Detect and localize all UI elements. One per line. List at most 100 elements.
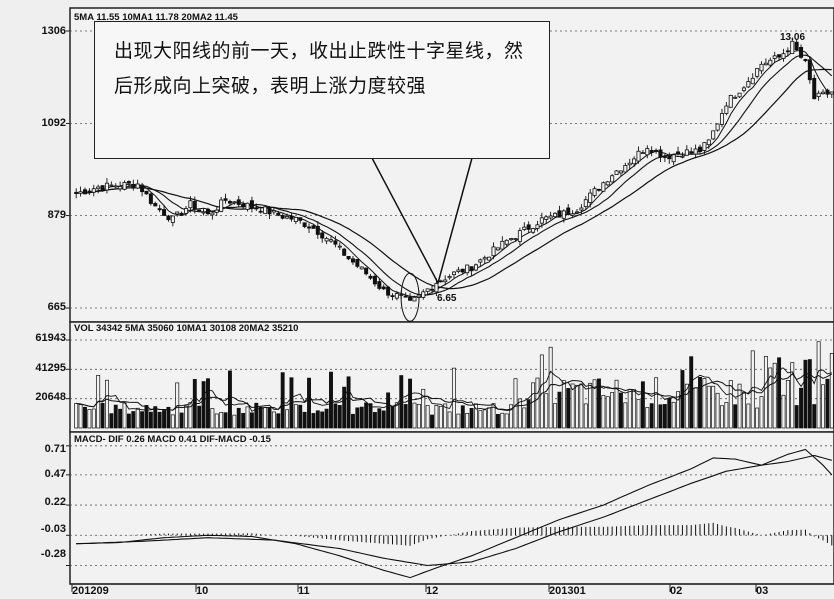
volume-bar (351, 414, 354, 428)
candle-body (303, 223, 306, 227)
candle-body (263, 207, 266, 213)
volume-bar (101, 403, 104, 428)
candle-body (606, 182, 609, 185)
candle-body (826, 90, 829, 94)
volume-bar (123, 403, 126, 428)
candle-body (154, 203, 157, 206)
volume-bar (742, 392, 745, 428)
volume-bar (786, 380, 789, 428)
volume-bar (413, 403, 416, 428)
volume-bar (294, 405, 297, 428)
volume-bar (448, 412, 451, 428)
volume-bar (272, 412, 275, 428)
volume-bar (237, 408, 240, 428)
candle-body (452, 272, 455, 275)
candle-body (325, 238, 328, 241)
candle-body (220, 200, 223, 211)
volume-bar (821, 385, 824, 428)
volume-bar (795, 405, 798, 428)
volume-bar (334, 404, 337, 428)
candle-body (479, 260, 482, 262)
volume-bar (799, 388, 802, 428)
candle-body (338, 246, 341, 247)
volume-bar (149, 412, 152, 428)
volume-bar (619, 393, 622, 428)
volume-bar (584, 404, 587, 428)
candle-body (751, 78, 754, 83)
candle-body (672, 155, 675, 162)
volume-bar (321, 412, 324, 428)
volume-bar (562, 381, 565, 428)
volume-bar (114, 405, 117, 428)
price-tick-label: 879 (2, 209, 66, 221)
volume-bar (184, 406, 187, 428)
volume-bar (220, 412, 223, 428)
volume-tick-label: 41295 (2, 362, 66, 374)
volume-bar (483, 410, 486, 428)
volume-bar (773, 363, 776, 428)
candle-body (690, 152, 693, 153)
candle-body (817, 93, 820, 96)
volume-bar (720, 406, 723, 428)
volume-bar (681, 370, 684, 428)
x-tick-label: 11 (298, 585, 310, 597)
x-tick-label: 02 (670, 585, 682, 597)
volume-bar (457, 414, 460, 428)
volume-bar (817, 342, 820, 428)
candle-body (145, 191, 148, 194)
volume-bar (277, 414, 280, 428)
volume-bar (760, 397, 763, 428)
candle-body (246, 203, 249, 209)
candle-body (764, 63, 767, 65)
x-tick-label: 03 (756, 585, 768, 597)
candle-body (580, 208, 583, 210)
volume-bar (356, 408, 359, 428)
candle-body (97, 187, 100, 189)
volume-bar (707, 386, 710, 428)
x-tick-label: 201301 (549, 585, 586, 597)
candle-body (505, 240, 508, 244)
volume-bar (417, 404, 420, 428)
candle-body (382, 287, 385, 289)
candle-body (237, 200, 240, 205)
volume-bar (426, 406, 429, 428)
candle-body (545, 217, 548, 220)
volume-bar (233, 415, 236, 428)
candle-body (162, 209, 165, 215)
volume-bar (347, 377, 350, 428)
candle-body (351, 259, 354, 262)
volume-bar (439, 406, 442, 428)
candle-body (646, 149, 649, 155)
volume-bar (488, 408, 491, 428)
candle-body (641, 153, 644, 154)
candle-body (786, 51, 789, 52)
volume-bar (198, 406, 201, 428)
volume-bar (580, 384, 583, 428)
candle-body (703, 143, 706, 151)
candle-body (92, 189, 95, 193)
volume-bar (250, 413, 253, 428)
volume-bar (804, 360, 807, 428)
volume-bar (316, 411, 319, 428)
volume-bar (299, 405, 302, 428)
candle-body (518, 231, 521, 242)
candle-body (132, 184, 135, 187)
candle-body (334, 241, 337, 244)
candle-body (738, 93, 741, 97)
volume-bar (461, 406, 464, 428)
annotation-text: 出现大阳线的前一天，收出止跌性十字星线，然后形成向上突破，表明上涨力度较强 (114, 34, 534, 104)
volume-bar (633, 390, 636, 428)
candle-body (676, 152, 679, 154)
candle-body (707, 140, 710, 145)
volume-bar (628, 389, 631, 428)
candle-body (395, 294, 398, 299)
candle-body (189, 201, 192, 208)
volume-bar (281, 373, 284, 428)
candle-body (211, 213, 214, 215)
candle-body (268, 208, 271, 214)
candle-body (176, 212, 179, 214)
volume-bar (268, 407, 271, 428)
volume-bar (654, 378, 657, 428)
candle-body (470, 267, 473, 271)
low-price-label: 6.65 (437, 293, 456, 304)
